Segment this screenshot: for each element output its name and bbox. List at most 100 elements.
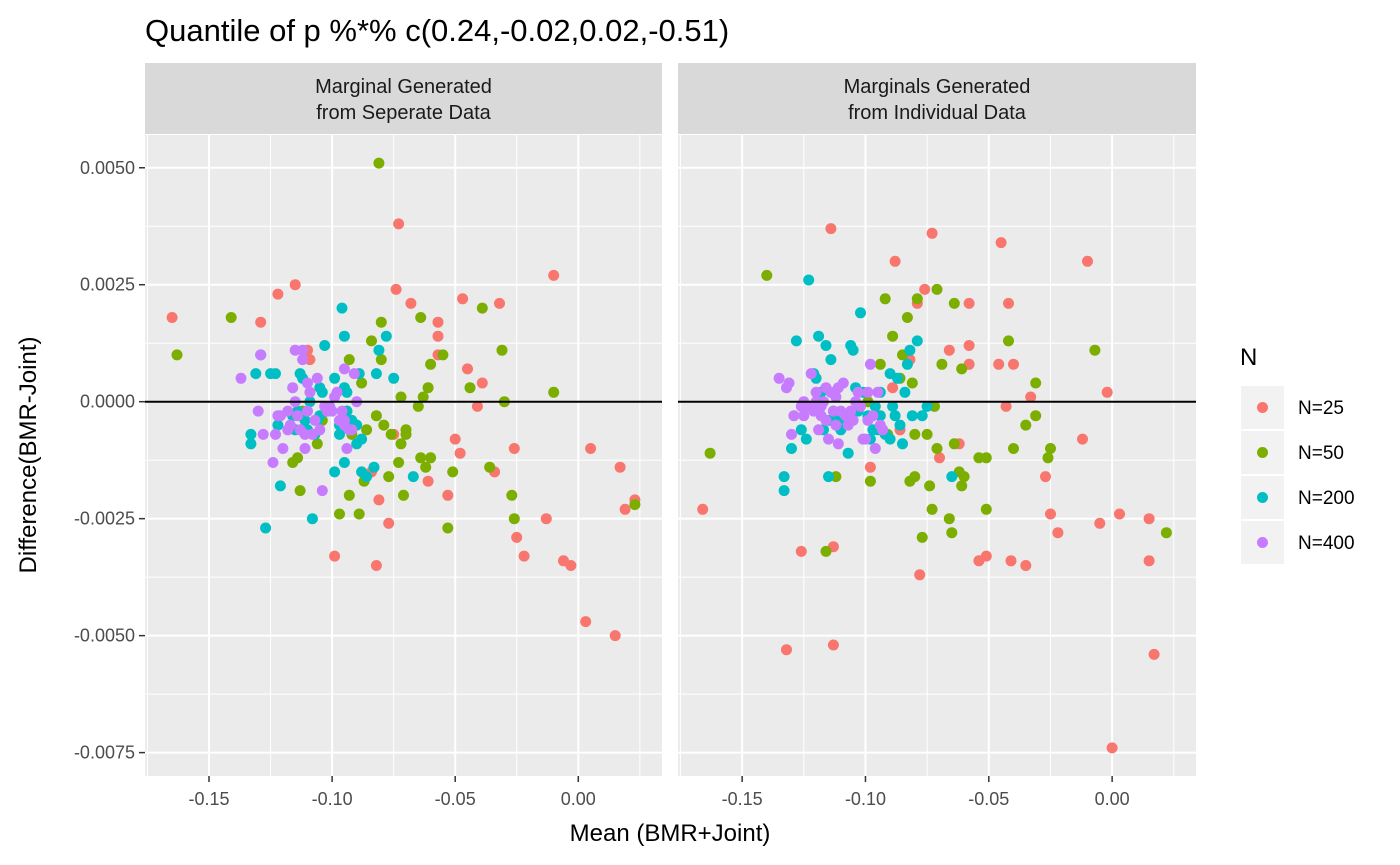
data-point bbox=[1148, 648, 1160, 660]
panel-grid bbox=[678, 135, 1196, 776]
data-point bbox=[934, 452, 945, 464]
legend-label: N=400 bbox=[1298, 533, 1355, 554]
y-tick-label: 0.0025 bbox=[80, 275, 135, 295]
data-point bbox=[1005, 555, 1017, 567]
legend-key-dot bbox=[1257, 537, 1268, 548]
data-point bbox=[1003, 335, 1014, 347]
data-point bbox=[302, 377, 313, 389]
data-point bbox=[329, 550, 341, 562]
x-tick-label: 0.00 bbox=[561, 789, 596, 809]
data-point bbox=[820, 414, 832, 426]
data-point bbox=[252, 405, 264, 417]
data-point bbox=[356, 377, 368, 389]
panel-individual-data: Marginals Generated from Individual Data… bbox=[678, 63, 1196, 809]
data-point bbox=[810, 386, 822, 398]
data-point bbox=[361, 471, 373, 483]
data-point bbox=[257, 428, 269, 440]
data-point bbox=[343, 354, 355, 366]
data-point bbox=[476, 302, 488, 314]
data-point bbox=[166, 312, 178, 323]
data-point bbox=[1160, 527, 1172, 539]
legend-key-dot bbox=[1257, 492, 1268, 503]
series-n-50 bbox=[704, 269, 1172, 557]
data-point bbox=[442, 489, 454, 501]
panel-seperate-data: Marginal Generated from Seperate Data -0… bbox=[145, 63, 662, 809]
panel-x-axis: -0.15 -0.10 -0.05 0.00 bbox=[188, 776, 596, 809]
series-n-200 bbox=[245, 302, 419, 534]
data-point bbox=[405, 297, 417, 309]
data-point bbox=[1030, 377, 1042, 389]
data-point bbox=[508, 513, 520, 525]
data-point bbox=[980, 452, 992, 464]
data-point bbox=[845, 405, 857, 417]
x-tick-label: -0.15 bbox=[188, 789, 229, 809]
data-point bbox=[899, 386, 911, 398]
data-point bbox=[911, 293, 923, 305]
data-point bbox=[958, 471, 970, 483]
data-point bbox=[272, 288, 284, 300]
data-point bbox=[926, 503, 938, 515]
data-point bbox=[319, 340, 331, 351]
data-point bbox=[368, 461, 380, 473]
data-point bbox=[860, 433, 871, 445]
data-point bbox=[906, 410, 918, 422]
data-point bbox=[1008, 358, 1019, 370]
data-point bbox=[417, 391, 429, 403]
x-tick-label: -0.15 bbox=[722, 789, 763, 809]
data-point bbox=[415, 452, 427, 464]
legend-label: N=200 bbox=[1298, 488, 1355, 509]
data-point bbox=[334, 508, 345, 520]
legend-item: N=25 bbox=[1241, 386, 1344, 429]
data-point bbox=[813, 424, 825, 436]
data-point bbox=[338, 330, 350, 342]
data-point bbox=[921, 428, 933, 440]
data-point bbox=[901, 312, 913, 323]
data-point bbox=[901, 358, 913, 370]
data-point bbox=[316, 485, 328, 497]
panel-strip-line-1: Marginal Generated bbox=[315, 76, 492, 98]
data-point bbox=[393, 218, 405, 230]
chart-title: Quantile of p %*% c(0.24,-0.02,0.02,-0.5… bbox=[145, 13, 729, 48]
data-point bbox=[385, 428, 397, 440]
data-point bbox=[795, 424, 807, 436]
data-point bbox=[476, 377, 488, 389]
data-point bbox=[395, 438, 407, 450]
data-point bbox=[304, 386, 316, 398]
data-point bbox=[1101, 386, 1113, 398]
data-point bbox=[924, 480, 936, 492]
data-point bbox=[820, 545, 832, 557]
data-point bbox=[830, 419, 842, 431]
data-point bbox=[832, 438, 844, 450]
data-point bbox=[931, 443, 943, 454]
data-point bbox=[292, 410, 304, 422]
panel-x-axis: -0.15 -0.10 -0.05 0.00 bbox=[722, 776, 1130, 809]
data-point bbox=[255, 316, 267, 328]
data-point bbox=[773, 372, 785, 384]
data-point bbox=[373, 494, 385, 506]
data-point bbox=[778, 485, 790, 497]
data-point bbox=[887, 400, 899, 412]
data-point bbox=[306, 513, 318, 525]
data-point bbox=[862, 386, 874, 398]
data-point bbox=[864, 358, 876, 370]
data-point bbox=[943, 513, 955, 525]
y-tick-label: 0.0050 bbox=[80, 158, 135, 178]
data-point bbox=[329, 466, 341, 478]
data-point bbox=[326, 405, 338, 417]
data-point bbox=[1094, 517, 1106, 529]
data-point bbox=[235, 372, 247, 384]
data-point bbox=[548, 269, 560, 281]
data-point bbox=[338, 457, 350, 468]
data-point bbox=[931, 283, 943, 295]
data-point bbox=[548, 386, 560, 398]
data-point bbox=[506, 489, 518, 501]
data-point bbox=[879, 293, 891, 305]
legend-item: N=50 bbox=[1241, 431, 1344, 474]
data-point bbox=[341, 386, 353, 398]
data-point bbox=[255, 349, 267, 361]
data-point bbox=[786, 443, 797, 454]
data-point bbox=[872, 386, 884, 398]
data-point bbox=[916, 410, 928, 422]
data-point bbox=[704, 447, 716, 459]
data-point bbox=[1045, 508, 1056, 520]
